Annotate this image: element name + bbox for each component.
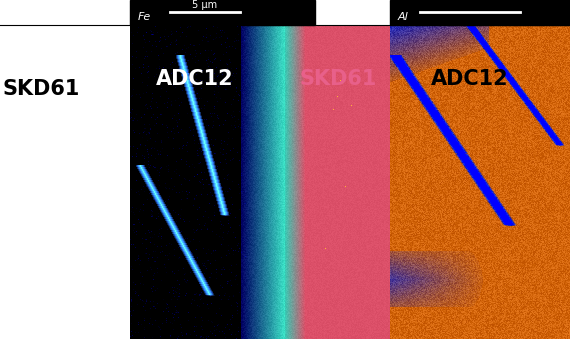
Text: Al: Al	[398, 12, 409, 22]
Text: ADC12: ADC12	[431, 69, 509, 89]
Text: 5 μm: 5 μm	[193, 0, 218, 10]
Text: SKD61: SKD61	[299, 69, 377, 89]
Text: Fe: Fe	[138, 12, 151, 22]
Text: SKD61: SKD61	[3, 79, 80, 99]
Text: ADC12: ADC12	[156, 69, 234, 89]
Bar	[390, 0, 570, 25]
Bar	[130, 0, 315, 25]
